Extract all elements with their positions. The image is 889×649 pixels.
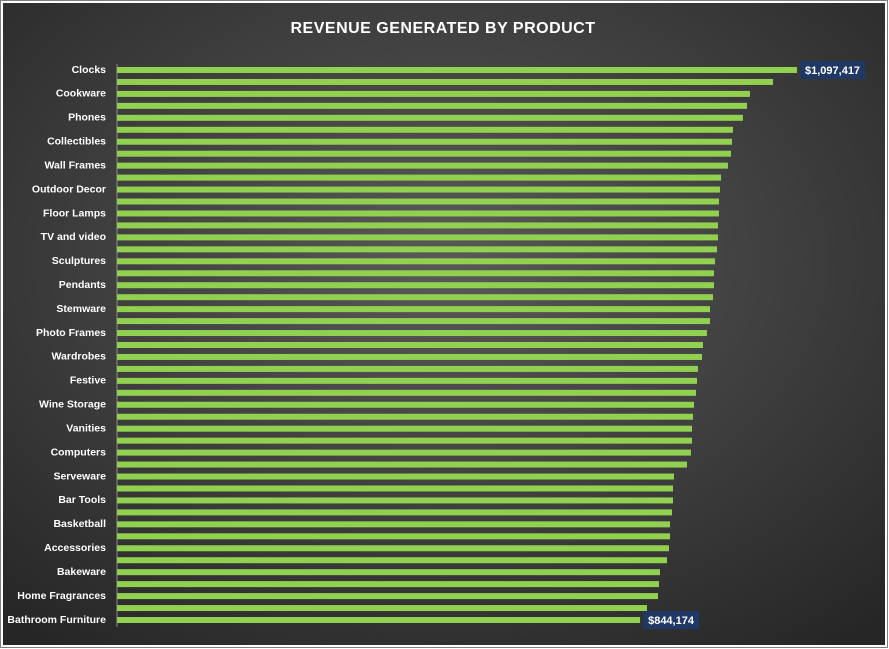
bar	[117, 78, 774, 85]
bar	[117, 222, 718, 229]
y-tick-label: Stemware	[56, 303, 106, 315]
y-tick-label: Phones	[68, 112, 106, 124]
bar	[117, 557, 667, 564]
bar	[117, 306, 710, 313]
bar	[117, 545, 669, 552]
bar	[117, 198, 719, 205]
bar	[117, 282, 715, 289]
bar	[117, 593, 659, 600]
bar	[117, 413, 694, 420]
y-tick-label: Sculptures	[52, 255, 106, 267]
bar	[117, 425, 693, 432]
bar	[117, 449, 691, 456]
y-tick-label: Bakeware	[57, 566, 106, 578]
y-tick-label: Home Fragrances	[17, 590, 106, 602]
bar	[117, 581, 659, 588]
bar	[117, 138, 732, 145]
bar	[117, 533, 671, 540]
y-tick-label: Photo Frames	[36, 327, 106, 339]
data-label-box	[800, 61, 866, 79]
y-tick-label: Serveware	[53, 470, 106, 482]
bar	[117, 210, 719, 217]
bar	[117, 67, 797, 73]
y-tick-label: Wardrobes	[52, 351, 107, 363]
bar	[117, 162, 728, 169]
bar	[117, 270, 715, 277]
chart-title: REVENUE GENERATED BY PRODUCT	[291, 20, 596, 37]
y-tick-label: Basketball	[53, 518, 106, 530]
y-tick-label: Clocks	[72, 64, 107, 76]
bar	[117, 102, 747, 109]
y-tick-label: Cookware	[56, 88, 106, 100]
bar	[117, 150, 731, 157]
bar	[117, 90, 750, 97]
bar	[117, 401, 695, 408]
y-tick-label: Outdoor Decor	[32, 183, 106, 195]
y-tick-label: Collectibles	[47, 136, 106, 148]
y-tick-label: Accessories	[44, 542, 106, 554]
bar	[117, 617, 641, 623]
bar	[117, 353, 702, 360]
bar	[117, 437, 693, 444]
bar	[117, 186, 720, 193]
y-tick-label: Floor Lamps	[43, 207, 106, 219]
bar	[117, 365, 698, 372]
y-tick-label: Bar Tools	[58, 494, 106, 506]
bar	[117, 485, 674, 492]
bar	[117, 318, 710, 325]
bar	[117, 473, 674, 480]
bar	[117, 521, 671, 528]
y-tick-label: Festive	[70, 375, 106, 387]
data-label: $1,097,417	[805, 65, 860, 77]
bar	[117, 497, 674, 504]
bar	[117, 114, 743, 121]
bar	[117, 294, 713, 301]
bar	[117, 342, 703, 348]
y-tick-label: Computers	[51, 446, 107, 458]
bar	[117, 509, 673, 516]
bar	[117, 377, 697, 384]
bar	[117, 330, 707, 337]
y-tick-label: TV and video	[41, 231, 106, 243]
bar	[117, 389, 696, 396]
y-tick-label: Vanities	[66, 422, 106, 434]
data-label: $844,174	[648, 615, 695, 627]
bar	[117, 126, 733, 133]
bar	[117, 569, 660, 576]
data-label-box	[643, 611, 699, 629]
bar	[117, 234, 718, 241]
y-tick-label: Bathroom Furniture	[7, 614, 106, 626]
bar	[117, 258, 716, 265]
y-tick-label: Wall Frames	[45, 159, 107, 171]
bar	[117, 246, 717, 253]
y-tick-label: Pendants	[59, 279, 106, 291]
bar	[117, 461, 688, 468]
bar	[117, 605, 647, 612]
y-tick-label: Wine Storage	[39, 399, 106, 411]
bar	[117, 174, 722, 181]
